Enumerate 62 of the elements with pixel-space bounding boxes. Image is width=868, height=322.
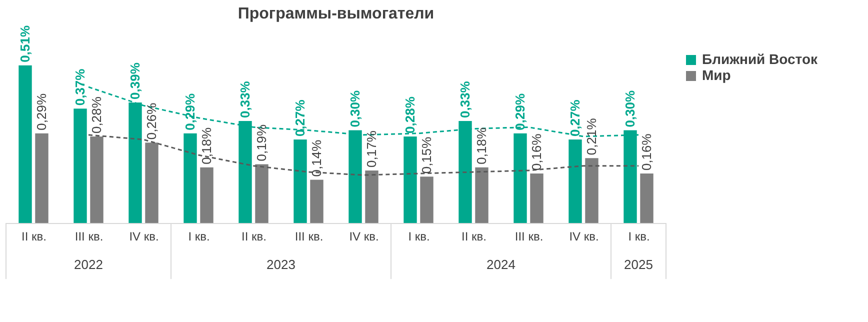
data-label: 0,27% — [567, 99, 582, 137]
bar — [514, 133, 527, 223]
bar — [294, 140, 307, 223]
x-tick-label: IV кв. — [129, 230, 159, 244]
data-label: 0,51% — [17, 25, 32, 62]
x-tick-label: II кв. — [22, 230, 46, 244]
data-label: 0,29% — [34, 93, 49, 130]
data-label: 0,39% — [127, 62, 142, 100]
data-label: 0,33% — [457, 80, 472, 118]
text: 2025 — [624, 257, 653, 272]
data-label: 0,19% — [254, 124, 269, 162]
data-label: 0,33% — [237, 80, 252, 118]
data-label: 0,16% — [638, 133, 654, 171]
bar — [475, 167, 488, 223]
legend-label: Мир — [702, 67, 731, 83]
bar — [568, 140, 582, 223]
x-tick-label: I кв. — [628, 230, 650, 244]
x-tick-label: III кв. — [294, 230, 324, 244]
data-label: 0,15% — [418, 136, 434, 174]
data-label: 0,30% — [622, 90, 638, 128]
text: 2024 — [486, 257, 516, 272]
data-label: 0,18% — [474, 127, 489, 164]
bar — [365, 170, 378, 223]
x-tick-label: I кв. — [408, 230, 430, 244]
data-label: 0,18% — [198, 127, 214, 164]
data-label: 0,26% — [144, 102, 159, 140]
data-label: 0,37% — [72, 68, 88, 106]
data-label: 0,29% — [182, 93, 198, 130]
bar — [145, 142, 158, 223]
bar — [530, 174, 544, 223]
x-tick-label: III кв. — [74, 230, 104, 244]
x-tick-label: III кв. — [514, 230, 544, 244]
x-tick-label: IV кв. — [349, 230, 379, 244]
data-label: 0,14% — [308, 139, 324, 177]
data-label: 0,17% — [364, 130, 379, 168]
bar — [200, 167, 214, 223]
bar — [585, 158, 598, 223]
bar — [420, 176, 434, 223]
x-tick-label: II кв. — [242, 230, 266, 244]
data-label: 0,28% — [402, 96, 418, 134]
data-label: 0,21% — [584, 118, 599, 156]
data-label: 0,16% — [528, 133, 544, 171]
chart-title: Программы-вымогатели — [238, 6, 434, 23]
data-label: 0,30% — [347, 90, 362, 128]
bar — [310, 180, 324, 223]
x-tick-label: IV кв. — [569, 230, 599, 244]
text: 2023 — [266, 257, 296, 272]
data-label: 0,28% — [88, 96, 104, 134]
bar — [35, 133, 48, 223]
x-tick-label: I кв. — [188, 230, 210, 244]
bar — [90, 136, 104, 223]
text: 2022 — [74, 257, 103, 272]
data-label: 0,27% — [292, 99, 308, 137]
data-label: 0,29% — [512, 93, 528, 130]
legend-label: Ближний Восток — [702, 51, 819, 67]
bar — [18, 65, 32, 223]
bar — [640, 174, 654, 223]
bar — [404, 136, 417, 223]
bar — [255, 164, 268, 223]
bar — [74, 108, 87, 223]
x-tick-label: II кв. — [462, 230, 486, 244]
bar — [184, 133, 197, 223]
